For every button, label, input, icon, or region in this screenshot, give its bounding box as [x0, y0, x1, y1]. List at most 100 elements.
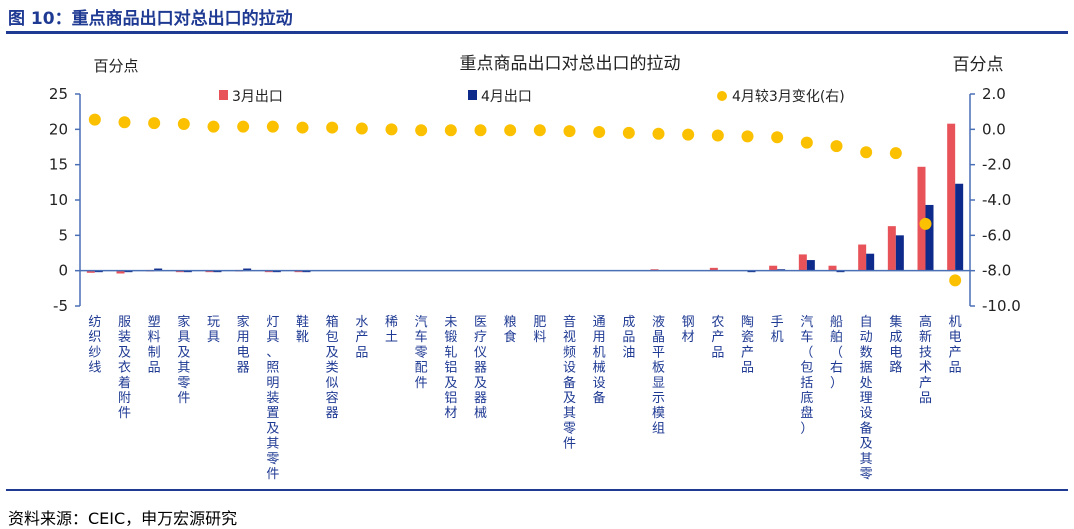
- x-tick-label: 家具及其零件: [177, 314, 190, 406]
- x-tick-label: 农产品: [711, 315, 724, 360]
- bar-march: [798, 254, 807, 271]
- y2-axis-label: 百分点: [953, 55, 1004, 75]
- bar-march: [887, 226, 896, 271]
- legend-swatch-march: [219, 90, 228, 100]
- y-tick-label-left: 15: [49, 156, 68, 174]
- change-dot: [296, 121, 309, 134]
- change-dot: [919, 217, 932, 230]
- change-dot: [415, 124, 428, 137]
- legend-label-march: 3月出口: [232, 89, 283, 105]
- x-tick-label: 通用机械设备: [593, 315, 606, 406]
- x-tick-label: 服装及衣着附件: [118, 315, 131, 421]
- change-dot: [177, 118, 190, 131]
- figure-title: 图 10：重点商品出口对总出口的拉动: [8, 9, 293, 29]
- legend-label-change: 4月较3月变化(右): [732, 89, 845, 105]
- y-tick-label-left: 10: [49, 191, 68, 209]
- change-dot: [326, 121, 339, 134]
- y-tick-label-right: 2.0: [982, 85, 1006, 103]
- legend-swatch-change: [717, 91, 727, 101]
- y-tick-label-left: 0: [58, 262, 68, 280]
- change-dot: [830, 140, 843, 153]
- bar-march: [709, 267, 718, 271]
- y-tick-label-right: -6.0: [982, 226, 1011, 244]
- y-tick-label-left: 5: [58, 226, 68, 244]
- y-tick-label-left: 25: [49, 85, 68, 103]
- x-tick-label: 集成电路: [889, 314, 902, 376]
- change-dot: [949, 274, 962, 287]
- source-note: 资料来源：CEIC，申万宏源研究: [8, 509, 238, 528]
- x-tick-label: 自动数据处理设备及其零: [860, 315, 873, 482]
- change-dot: [118, 116, 131, 129]
- x-tick-label: 未锻轧铝及铝材: [444, 315, 457, 421]
- y-tick-label-left: 20: [49, 120, 68, 138]
- x-tick-label: 音视频设备及其零件: [563, 314, 576, 452]
- legend-swatch-april: [468, 90, 477, 100]
- legend-label-april: 4月出口: [481, 89, 532, 105]
- x-tick-label: 箱包及类似容器: [326, 314, 339, 421]
- change-dot: [711, 129, 724, 142]
- change-dot: [682, 128, 695, 141]
- x-tick-label: 灯具、照明装置及其零件: [266, 315, 279, 482]
- change-dot: [622, 126, 635, 139]
- bar-april: [806, 260, 815, 271]
- bar-april: [243, 268, 252, 271]
- change-dot: [889, 147, 902, 160]
- change-dot: [741, 130, 754, 143]
- bar-march: [86, 270, 95, 273]
- change-dot: [533, 124, 546, 137]
- title-rule: [6, 31, 1068, 34]
- x-axis-labels: 纺织纱线 服装及衣着附件 塑料制品 家具及其零件 玩具 家用电器 灯具、照明装置及其零件 鞋靴…: [88, 314, 961, 482]
- y-axis-right: 2.0 0.0 -2.0 -4.0 -6.0 -8.0 -10.0: [969, 85, 1021, 315]
- y-tick-label-right: -4.0: [982, 191, 1011, 209]
- footer-rule: [6, 489, 1068, 491]
- change-dot: [88, 113, 101, 126]
- change-dot: [355, 122, 368, 135]
- y-axis-label: 百分点: [93, 57, 138, 75]
- y-tick-label-right: 0.0: [982, 120, 1006, 138]
- x-tick-label: 粮食: [504, 315, 517, 345]
- change-dot: [563, 125, 576, 138]
- x-tick-label: 汽车零配件: [415, 315, 428, 391]
- y-tick-label-right: -2.0: [982, 156, 1011, 174]
- x-tick-label: 液晶平板显示模组: [652, 315, 665, 436]
- legend: 3月出口 4月出口 4月较3月变化(右): [219, 89, 845, 105]
- change-dot: [593, 125, 606, 138]
- chart-title: 重点商品出口对总出口的拉动: [460, 54, 681, 74]
- x-tick-label: 纺织纱线: [88, 315, 101, 376]
- x-tick-label: 鞋靴: [296, 314, 309, 345]
- x-tick-label: 船舶（右）: [830, 315, 843, 391]
- y-tick-label-right: -8.0: [982, 262, 1011, 280]
- bar-march: [917, 166, 926, 271]
- bar-april: [925, 204, 934, 271]
- bar-march: [769, 265, 778, 271]
- x-tick-label: 肥料: [533, 315, 546, 345]
- x-tick-label: 稀土: [385, 315, 398, 345]
- x-tick-label: 玩具: [207, 315, 220, 345]
- change-dot: [652, 127, 665, 140]
- change-dots: [88, 113, 962, 287]
- y-tick-label-right: -10.0: [982, 297, 1021, 315]
- x-tick-label: 医疗仪器及器械: [474, 315, 487, 421]
- x-tick-label: 家用电器: [237, 314, 250, 376]
- x-tick-label: 陶瓷产品: [741, 314, 754, 376]
- change-dot: [207, 120, 220, 133]
- x-tick-label: 成品油: [622, 315, 635, 360]
- bar-april: [895, 235, 904, 271]
- x-tick-label: 高新技术产品: [919, 314, 932, 406]
- x-tick-label: 塑料制品: [148, 315, 161, 376]
- y-tick-label-left: -5: [53, 297, 68, 315]
- change-dot: [385, 123, 398, 136]
- bar-april: [955, 183, 964, 271]
- y-axis-left: 25 20 15 10 5 0 -5: [49, 85, 81, 315]
- x-tick-label: 手机: [771, 315, 784, 345]
- bar-march: [858, 244, 867, 271]
- change-dot: [860, 146, 873, 159]
- bar-april: [154, 268, 163, 271]
- x-tick-label: 机电产品: [949, 315, 962, 376]
- bar-march: [828, 265, 837, 271]
- change-dot: [444, 124, 457, 137]
- x-tick-label: 汽车（包括底盘）: [800, 315, 813, 436]
- change-dot: [237, 120, 250, 133]
